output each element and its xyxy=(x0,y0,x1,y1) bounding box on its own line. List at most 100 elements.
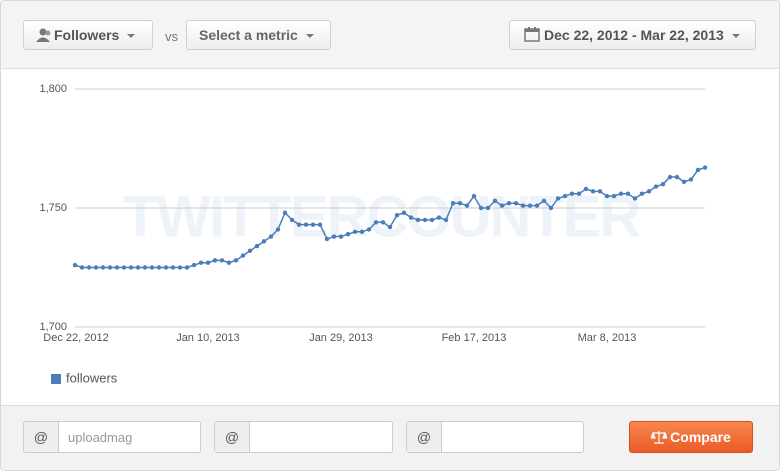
data-point xyxy=(618,191,624,196)
y-tick-label: 1,700 xyxy=(39,321,67,333)
data-point xyxy=(534,203,540,208)
data-point xyxy=(219,258,225,263)
data-point xyxy=(170,265,176,270)
at-sign: @ xyxy=(407,422,442,452)
data-point xyxy=(128,265,134,270)
data-point xyxy=(492,198,498,204)
data-point xyxy=(688,177,694,182)
data-point xyxy=(506,201,512,206)
data-point xyxy=(338,234,344,239)
data-point xyxy=(646,189,652,194)
data-point xyxy=(289,217,295,223)
data-point xyxy=(478,205,484,211)
at-sign: @ xyxy=(24,422,59,452)
data-point xyxy=(317,222,323,227)
scale-icon xyxy=(650,431,669,444)
data-point xyxy=(429,217,435,223)
x-tick-label: Dec 22, 2012 xyxy=(43,332,108,344)
data-point xyxy=(660,182,666,187)
data-point xyxy=(184,265,190,270)
data-point xyxy=(303,222,309,227)
data-point xyxy=(499,203,505,208)
data-point xyxy=(443,217,449,223)
legend-swatch xyxy=(51,374,61,384)
data-point xyxy=(240,253,246,258)
data-point xyxy=(205,260,211,265)
data-point xyxy=(86,265,92,270)
y-tick-label: 1,800 xyxy=(39,83,67,95)
input-placeholder: uploadmag xyxy=(68,430,133,445)
data-point xyxy=(142,265,148,270)
data-point xyxy=(583,186,589,192)
data-point xyxy=(380,220,386,225)
at-sign: @ xyxy=(215,422,250,452)
data-point xyxy=(331,234,337,239)
data-point xyxy=(702,165,708,170)
data-point xyxy=(114,265,120,270)
data-point xyxy=(310,222,316,227)
data-point xyxy=(576,191,582,196)
data-point xyxy=(359,229,365,234)
data-point xyxy=(198,260,204,265)
data-point xyxy=(212,258,218,263)
data-point xyxy=(562,193,568,199)
data-point xyxy=(541,198,547,204)
chart: TWITTERCOUNTER 1,700 1,750 1,800 Dec 22, 20… xyxy=(39,83,708,385)
date-range-label: Dec 22, 2012 - Mar 22, 2013 xyxy=(544,27,724,43)
data-point xyxy=(555,196,561,201)
data-point xyxy=(324,236,330,242)
data-point xyxy=(436,215,442,220)
x-tick-label: Jan 29, 2013 xyxy=(309,332,373,344)
compare-input[interactable]: @ xyxy=(214,421,393,453)
data-point xyxy=(233,258,239,263)
user-icon xyxy=(36,28,51,42)
data-point xyxy=(296,222,302,227)
data-point xyxy=(569,191,575,196)
data-point xyxy=(632,196,638,201)
data-point xyxy=(149,265,155,270)
compare-input[interactable]: @ xyxy=(406,421,584,453)
data-point xyxy=(177,265,183,270)
data-point xyxy=(611,193,617,199)
data-point xyxy=(653,184,659,189)
data-point xyxy=(548,205,554,211)
metric-label: Followers xyxy=(54,27,120,43)
data-point xyxy=(121,265,127,270)
data-point xyxy=(282,210,288,215)
data-point xyxy=(79,265,85,270)
data-point xyxy=(345,231,351,237)
compare-input[interactable]: @ uploadmag xyxy=(23,421,201,453)
x-tick-label: Jan 10, 2013 xyxy=(176,332,240,344)
data-point xyxy=(366,227,372,232)
x-tick-label: Mar 8, 2013 xyxy=(578,332,637,344)
data-point xyxy=(695,167,701,173)
data-point xyxy=(72,262,78,268)
data-point xyxy=(387,224,393,230)
data-point xyxy=(464,203,470,208)
data-point xyxy=(394,212,400,218)
data-point xyxy=(520,203,526,208)
data-point xyxy=(450,201,456,206)
data-point xyxy=(415,217,421,223)
data-point xyxy=(604,193,610,199)
data-point xyxy=(485,205,491,211)
data-point xyxy=(107,265,113,270)
data-point xyxy=(639,191,645,196)
data-point xyxy=(471,193,477,199)
data-point xyxy=(100,265,106,270)
y-tick-label: 1,750 xyxy=(39,202,67,214)
data-point xyxy=(513,201,519,206)
data-point xyxy=(352,229,358,234)
date-range-button[interactable]: Dec 22, 2012 - Mar 22, 2013 xyxy=(509,20,756,50)
data-point xyxy=(247,248,253,254)
data-point xyxy=(163,265,169,270)
data-point xyxy=(667,174,673,180)
metric-button[interactable]: Followers xyxy=(23,20,153,50)
compare-label: Compare xyxy=(670,429,731,445)
second-metric-button[interactable]: Select a metric xyxy=(186,20,331,50)
vs-label: vs xyxy=(165,29,178,44)
calendar-icon xyxy=(524,27,540,42)
data-point xyxy=(527,203,533,208)
data-point xyxy=(408,215,414,220)
compare-button[interactable]: Compare xyxy=(629,421,753,453)
